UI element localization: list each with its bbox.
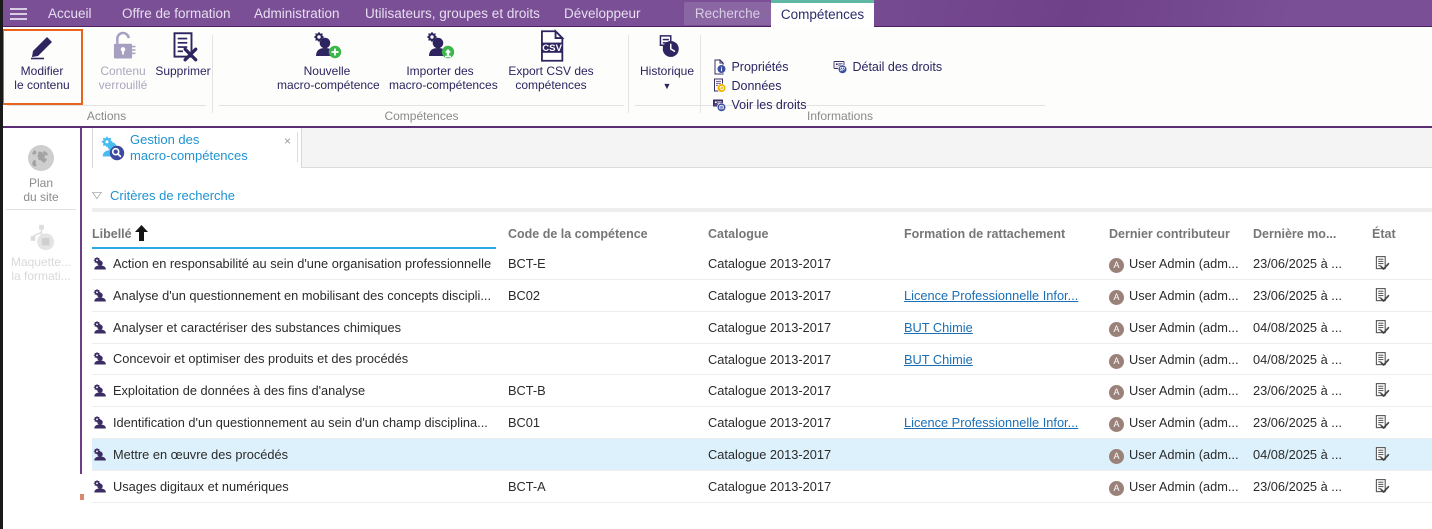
- svg-text:CSV: CSV: [542, 43, 562, 54]
